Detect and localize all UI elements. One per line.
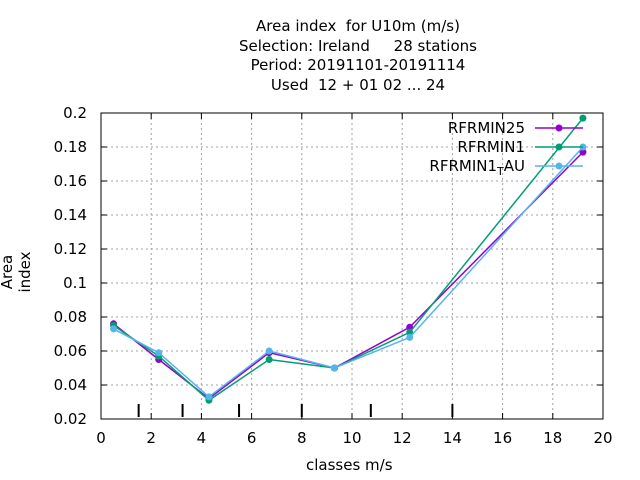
legend-swatch-point: [555, 162, 563, 170]
x-tick-label: 8: [297, 429, 307, 447]
series-line-2: [113, 146, 584, 398]
data-point: [265, 347, 273, 355]
y-tick-label: 0.08: [54, 308, 87, 326]
legend-label: RFRMIN1: [457, 138, 525, 156]
x-tick-label: 16: [493, 429, 512, 447]
chart-series: [110, 114, 587, 404]
x-tick-label: 0: [96, 429, 106, 447]
y-tick-label: 0.06: [54, 342, 87, 360]
data-point: [406, 328, 414, 336]
x-tick-label: 12: [393, 429, 412, 447]
data-point: [155, 349, 163, 357]
y-tick-label: 0.18: [54, 138, 87, 156]
data-point: [330, 364, 338, 372]
axis-ticks: 0 2 4 6 8 10 12 14 16 18 20 0.02 0.04 0.06 0.08 0.1 0.12…: [54, 104, 613, 447]
data-point: [205, 393, 213, 401]
chart-title-line-3: Period: 20191101-20191114: [250, 56, 466, 74]
y-tick-label: 0.2: [63, 104, 87, 122]
y-tick-label: 0.04: [54, 376, 87, 394]
legend-swatch-point: [555, 143, 563, 151]
y-tick-label: 0.16: [54, 172, 87, 190]
legend-label: RFRMIN1TAU: [429, 157, 525, 178]
y-axis-label: Area index: [0, 251, 34, 293]
chart-title-line-4: Used 12 + 01 02 ... 24: [270, 76, 446, 94]
y-tick-label: 0.12: [54, 240, 87, 258]
x-tick-label: 18: [543, 429, 562, 447]
legend-swatch-point: [555, 124, 563, 132]
data-point: [110, 325, 118, 333]
x-tick-label: 20: [593, 429, 612, 447]
x-tick-label: 10: [342, 429, 361, 447]
x-tick-label: 14: [443, 429, 462, 447]
legend-label: RFRMIN25: [448, 119, 525, 137]
chart-grid: [101, 113, 603, 419]
x-tick-label: 4: [197, 429, 207, 447]
data-point: [579, 148, 587, 156]
data-point: [265, 356, 273, 363]
y-tick-label: 0.1: [63, 274, 87, 292]
data-point: [406, 333, 414, 341]
x-tick-label: 6: [247, 429, 257, 447]
data-point: [579, 114, 587, 122]
x-axis-label: classes m/s: [306, 456, 393, 474]
y-tick-label: 0.14: [54, 206, 87, 224]
chart-title-line-2: Selection: Ireland 28 stations: [239, 37, 477, 55]
class-boundary-ticks: [137, 404, 454, 417]
y-tick-label: 0.02: [54, 410, 87, 428]
chart-title-line-1: Area index for U10m (m/s): [256, 17, 460, 35]
x-tick-label: 2: [146, 429, 156, 447]
